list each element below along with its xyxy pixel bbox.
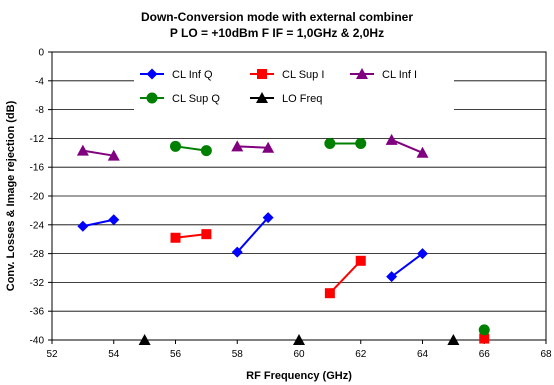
- legend-item: CL Inf I: [350, 68, 417, 81]
- chart-title: Down-Conversion mode with external combi…: [141, 10, 413, 24]
- y-tick-label: -20: [30, 192, 45, 203]
- data-point: [293, 334, 305, 345]
- series-line: [82, 149, 114, 157]
- series-line: [175, 233, 207, 239]
- data-point: [324, 288, 335, 299]
- legend-marker: [257, 69, 267, 79]
- data-point: [416, 146, 429, 158]
- x-tick-label: 52: [46, 349, 58, 360]
- x-tick-label: 64: [417, 349, 429, 360]
- legend-label: CL Inf Q: [172, 69, 213, 81]
- data-point: [201, 229, 212, 240]
- series-line: [236, 216, 269, 253]
- y-tick-label: -28: [30, 249, 45, 260]
- legend-item: CL Sup Q: [140, 92, 220, 105]
- series-line: [237, 145, 269, 149]
- data-point: [478, 324, 490, 336]
- data-point: [324, 137, 336, 149]
- series-cl-inf-i: [76, 133, 429, 161]
- series-line: [82, 218, 114, 228]
- y-tick-label: 0: [38, 48, 44, 59]
- x-tick-label: 68: [540, 349, 552, 360]
- y-tick-label: -40: [30, 336, 45, 347]
- y-axis-title: Conv. Losses & Image rejection (dB): [5, 100, 17, 291]
- data-point: [231, 140, 244, 152]
- data-point: [231, 246, 243, 258]
- x-tick-label: 54: [108, 349, 120, 360]
- data-point: [170, 232, 181, 243]
- y-tick-label: -16: [30, 163, 45, 174]
- series-cl-sup-q: [170, 137, 490, 336]
- legend-box: [134, 62, 454, 110]
- series-lo-freq: [138, 334, 460, 345]
- legend-label: LO Freq: [282, 93, 322, 105]
- legend-label: CL Inf I: [382, 69, 417, 81]
- legend-marker: [146, 92, 158, 104]
- legend-marker: [146, 68, 158, 80]
- x-axis-title: RF Frequency (GHz): [246, 370, 352, 382]
- series-line: [391, 138, 423, 154]
- x-tick-label: 62: [355, 349, 367, 360]
- data-point: [138, 334, 151, 345]
- x-tick-label: 60: [293, 349, 305, 360]
- y-tick-label: -12: [30, 134, 45, 145]
- data-point: [355, 255, 366, 266]
- series-line: [329, 260, 362, 294]
- series: [76, 133, 490, 345]
- data-point: [200, 145, 212, 157]
- data-point: [262, 212, 274, 224]
- series-cl-inf-q: [77, 212, 428, 283]
- data-point: [385, 133, 398, 145]
- data-point: [170, 140, 181, 152]
- data-point: [479, 333, 490, 344]
- data-point: [108, 214, 120, 226]
- data-point: [262, 141, 275, 153]
- y-tick-label: -24: [30, 220, 45, 231]
- y-tick-label: -4: [35, 76, 44, 87]
- legend-label: CL Sup I: [282, 69, 324, 81]
- y-tick-label: -36: [30, 307, 45, 318]
- chart-subtitle: P LO = +10dBm F IF = 1,0GHz & 2,0Hz: [170, 26, 384, 40]
- x-tick-label: 58: [232, 349, 244, 360]
- series-line: [391, 252, 424, 278]
- data-point: [386, 271, 398, 283]
- legend-item: CL Sup I: [250, 69, 324, 81]
- legend: CL Inf Q CL Sup I CL Inf I CL Sup Q LO Freq: [134, 62, 454, 110]
- series-cl-sup-i: [170, 229, 490, 344]
- legend-label: CL Sup Q: [172, 93, 220, 105]
- y-tick-label: -32: [30, 278, 45, 289]
- data-point: [417, 248, 428, 260]
- data-point: [107, 149, 120, 161]
- data-point: [447, 334, 460, 345]
- y-tick-label: -8: [35, 105, 44, 116]
- legend-marker: [256, 92, 268, 103]
- data-point: [77, 220, 89, 232]
- legend-marker: [356, 68, 368, 79]
- legend-item: CL Inf Q: [140, 68, 213, 81]
- legend-item: LO Freq: [250, 92, 322, 105]
- x-tick-label: 66: [479, 349, 491, 360]
- data-point: [355, 137, 367, 149]
- x-tick-label: 56: [170, 349, 182, 360]
- data-point: [76, 144, 89, 156]
